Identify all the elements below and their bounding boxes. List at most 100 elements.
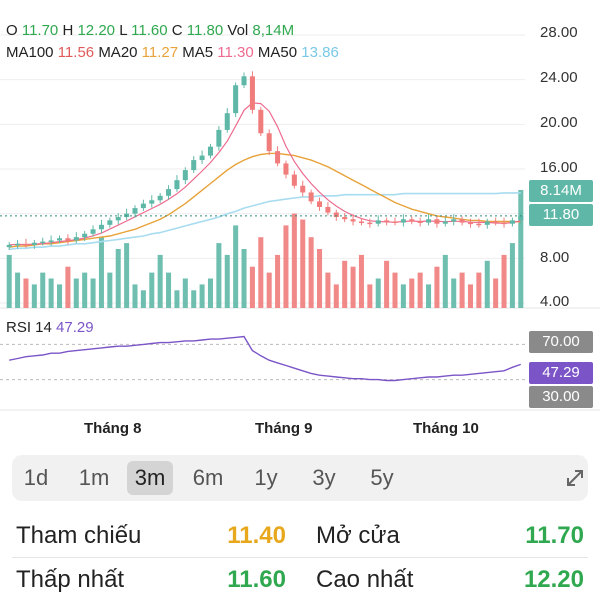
candle-body [174,180,180,190]
volume-bar [224,254,230,308]
candle-body [342,217,348,220]
candle-body [484,221,490,225]
candle-body [73,237,79,241]
candle-body [283,163,289,175]
candle-body [493,221,499,223]
candle-body [384,220,390,222]
candle-body [224,113,230,130]
volume-bar [23,278,29,308]
candle-body [291,174,297,186]
candle-body [191,160,197,171]
candle-body [98,224,104,230]
candle-body [157,195,163,201]
volume-bar [484,260,490,308]
expand-icon[interactable] [558,461,592,495]
x-label-oct: Tháng 10 [413,420,479,437]
open-value: 11.70 [525,522,584,549]
volume-bar [249,266,255,308]
tab-3m[interactable]: 3m [127,461,173,495]
price-tick: 8.00 [540,249,570,266]
candle-body [216,129,222,147]
x-label-sep: Tháng 9 [255,420,313,437]
volume-bar [266,272,272,308]
tab-1y[interactable]: 1y [254,465,278,490]
price-tick: 16.00 [540,159,578,176]
tab-5y[interactable]: 5y [370,465,394,490]
candle-body [317,201,323,207]
timeframe-tabs: 1d 1m 3m 6m 1y 3y 5y [12,455,588,501]
tab-1m[interactable]: 1m [78,465,110,490]
volume-bar [342,260,348,308]
last-price-tag: 11.80 [529,204,593,226]
candle-body [518,215,524,221]
candle-body [400,219,406,223]
volume-bar [40,272,46,308]
volume-bar [518,190,524,308]
reference-value: 11.40 [227,522,286,549]
candle-body [40,241,46,244]
volume-bar [82,272,88,308]
volume-bar [199,284,205,308]
candle-body [115,217,121,221]
volume-bar [459,272,465,308]
tab-6m[interactable]: 6m [192,465,224,490]
price-tick: 24.00 [540,69,578,86]
candle-body [199,155,205,161]
volume-bar [73,278,79,308]
volume-bar [283,225,289,308]
open-label: Mở cửa [316,522,400,549]
ohlc-legend: O 11.70 H 12.20 L 11.60 C 11.80 Vol 8,14… [6,22,295,39]
candle-body [107,220,113,225]
candle-body [367,222,373,225]
volume-bar [182,278,188,308]
volume-bar [65,266,71,308]
volume-bar [31,284,37,308]
high-label: Cao nhất [316,566,414,593]
candle-body [233,85,239,114]
volume-bar [384,260,390,308]
volume-bar [300,219,306,308]
volume-bar [291,213,297,308]
volume-bar [493,278,499,308]
candle-body [31,242,37,245]
candle-body [48,240,54,242]
price-chart[interactable] [0,0,600,440]
candle-body [207,146,213,156]
candle-body [308,192,314,202]
ma20-line [9,152,521,248]
volume-bar [157,254,163,308]
volume-bar [317,249,323,308]
low-value: 11.60 [227,566,286,593]
tab-1d[interactable]: 1d [23,465,49,490]
rsi-legend: RSI 14 47.29 [6,319,94,336]
volume-bar [350,266,356,308]
rsi-high-tag: 70.00 [529,331,593,353]
volume-bar [98,237,104,308]
volume-bar [207,278,213,308]
volume-bar [241,249,247,308]
candle-body [65,238,71,241]
price-tick: 20.00 [540,114,578,131]
candle-body [409,219,415,222]
volume-bar [426,284,432,308]
volume-bar [15,272,21,308]
candle-body [258,109,264,134]
candle-body [275,151,281,164]
volume-bar [149,272,155,308]
volume-bar [392,272,398,308]
volume-tag: 8.14M [529,180,593,202]
volume-bar [434,266,440,308]
volume-bar [467,284,473,308]
candle-body [392,221,398,223]
candle-body [333,212,339,218]
volume-bar [400,284,406,308]
volume-bar [57,284,63,308]
ma-legend: MA100 11.56 MA20 11.27 MA5 11.30 MA50 13… [6,44,339,61]
candle-body [23,243,29,246]
x-label-aug: Tháng 8 [84,420,142,437]
candle-body [501,222,507,225]
candle-body [426,219,432,223]
volume-bar [367,284,373,308]
candle-body [82,233,88,238]
tab-3y[interactable]: 3y [312,465,336,490]
